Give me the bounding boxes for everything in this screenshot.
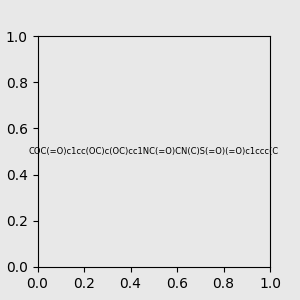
Text: COC(=O)c1cc(OC)c(OC)cc1NC(=O)CN(C)S(=O)(=O)c1ccc(C: COC(=O)c1cc(OC)c(OC)cc1NC(=O)CN(C)S(=O)(… <box>29 147 279 156</box>
